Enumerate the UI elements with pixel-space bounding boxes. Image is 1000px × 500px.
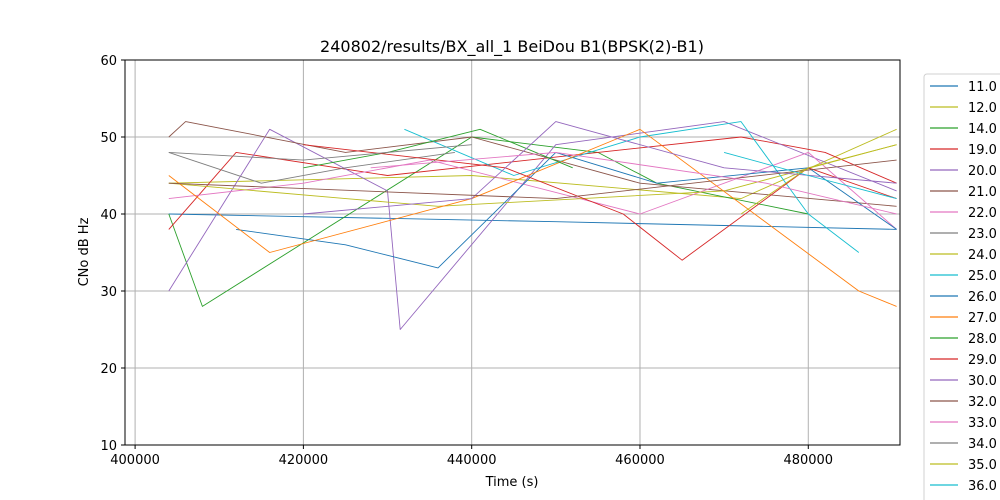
series-line-24.0 [168,144,897,207]
series-line-20.0 [168,121,897,330]
legend-entry: 36.0 [968,479,997,494]
series-line-32.0 [168,159,897,200]
x-tick-label: 480000 [783,453,833,468]
series-line-12.0 [168,128,897,200]
series-line-21.0 [168,121,897,207]
x-tick-label: 420000 [279,453,329,468]
x-axis: 400000 420000 440000 460000 480000 [110,445,833,468]
legend-entry: 22.0 [968,206,997,221]
y-tick-label: 10 [100,439,117,454]
series-line-23.0 [168,151,455,184]
legend-entry: 25.0 [968,269,997,284]
y-axis: 10 20 30 40 50 60 [100,54,125,454]
y-tick-label: 20 [100,362,117,377]
legend-entry: 34.0 [968,437,997,452]
series-line-36.0 [723,151,897,200]
legend-entry: 27.0 [968,311,997,326]
legend-entry: 28.0 [968,332,997,347]
series-line-14.0 [168,136,809,307]
legend-entry: 14.0 [968,122,997,137]
legend-entry: 30.0 [968,374,997,389]
x-tick-label: 460000 [615,453,665,468]
legend: 11.0 12.0 14.0 19.0 20.0 21.0 22.0 23.0 24.0 25.0… [923,73,1000,500]
series-line-22.0 [168,151,897,230]
legend-entry: 29.0 [968,353,997,368]
y-tick-label: 60 [100,54,117,69]
legend-entry: 19.0 [968,143,997,158]
series-line-35.0 [740,144,897,215]
legend-entry: 33.0 [968,416,997,431]
series-line-27.0 [168,128,897,307]
x-axis-label: Time (s) [485,475,539,490]
series-line-29.0 [303,144,897,261]
series-line-33.0 [370,151,897,215]
series-line-11.0 [168,213,897,230]
y-tick-label: 50 [100,131,117,146]
y-axis-label: CNo dB Hz [77,217,92,286]
legend-entry: 26.0 [968,290,997,305]
legend-entry: 32.0 [968,395,997,410]
legend-frame [923,73,1000,500]
series-line-34.0 [168,144,472,161]
legend-entry: 11.0 [968,80,997,95]
legend-entry: 20.0 [968,164,997,179]
plot-area [168,121,897,330]
legend-entry: 21.0 [968,185,997,200]
series-line-25.0 [404,121,860,253]
grid [125,59,900,446]
x-tick-label: 400000 [110,453,160,468]
legend-entry: 24.0 [968,248,997,263]
axes-frame [124,59,901,446]
legend-entry: 23.0 [968,227,997,242]
legend-entry: 12.0 [968,101,997,116]
series-line-19.0 [168,136,897,230]
x-tick-label: 440000 [447,453,497,468]
y-tick-label: 30 [100,285,117,300]
chart-title: 240802/results/BX_all_1 BeiDou B1(BPSK(2… [320,37,704,57]
legend-entry: 35.0 [968,458,997,473]
y-tick-label: 40 [100,208,117,223]
